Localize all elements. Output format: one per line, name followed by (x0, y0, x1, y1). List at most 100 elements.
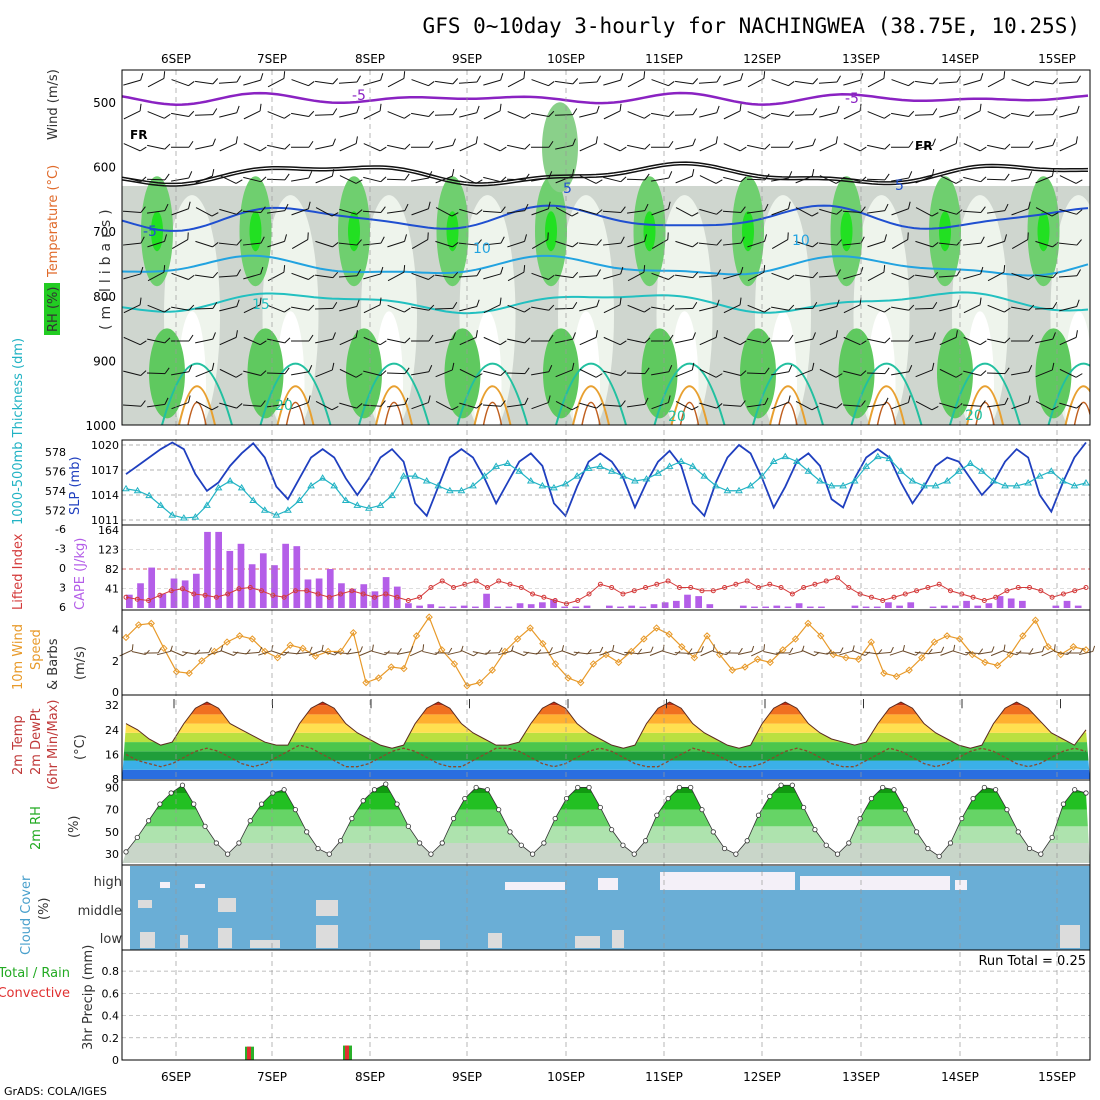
wind-speed-point (337, 647, 345, 656)
wind-barb (339, 299, 360, 312)
isotherm-25b (581, 401, 601, 425)
label-20-b: 20 (668, 409, 686, 425)
wind-barb (219, 368, 243, 378)
lifted-index-point (428, 585, 434, 590)
lifted-index-point (767, 581, 773, 587)
wind-barb-10m (346, 646, 363, 655)
wind-barb (939, 402, 963, 409)
thickness-point (897, 467, 905, 474)
cape-bar (438, 606, 446, 608)
wind-barb (699, 402, 723, 409)
wind-barb (387, 397, 409, 408)
rh-core-95 (151, 211, 163, 252)
lifted-index-point (1060, 591, 1066, 597)
wind-barb-10m (396, 646, 414, 655)
temp-dewpt-panel: 32 24 16 8 (105, 699, 1090, 786)
thickness-tick: 572 (45, 504, 66, 517)
rh-blob-90 (543, 328, 579, 419)
wind-barb (267, 234, 287, 248)
wind-barb (963, 297, 982, 314)
lifted-index-point (1072, 588, 1078, 594)
wind-barb (362, 206, 386, 213)
wind-speed-point (766, 658, 774, 667)
day-label-bottom: 6SEP (161, 1070, 191, 1084)
cape-bar (1063, 600, 1071, 608)
wind-barb (699, 175, 723, 184)
wind-barb (939, 208, 963, 215)
pressure-tick: 1000 (85, 419, 116, 433)
wind-barb (482, 236, 505, 246)
rh-point (541, 840, 547, 846)
rh-point (281, 787, 287, 793)
wind-barb-10m (674, 648, 693, 654)
label-minus5-c: -5 (143, 224, 157, 240)
pressure-tick: 600 (93, 161, 116, 175)
wind-barb (867, 264, 886, 282)
wind-barb-10m (434, 647, 453, 654)
label-fr-b: FR (915, 139, 932, 153)
wind-barb-10m (586, 646, 604, 655)
wind-barb (555, 138, 576, 150)
wind-barb (939, 136, 958, 152)
wind-barb (218, 269, 241, 278)
wind-barb (962, 400, 986, 407)
wind-barb (411, 304, 435, 311)
wind-barb (195, 168, 215, 184)
thickness-point (735, 486, 743, 494)
wind-barb-10m (636, 646, 654, 655)
wind-barb (531, 395, 551, 410)
isotherm-25 (178, 385, 216, 425)
day-label-top: 8SEP (355, 52, 385, 66)
wind-barb (267, 143, 291, 150)
lifted-index-point (123, 594, 129, 600)
rh-point (157, 801, 163, 807)
cape-bar (650, 604, 658, 608)
li-tick: 0 (59, 562, 66, 575)
wind-barb (915, 138, 936, 150)
rh-point (642, 838, 649, 844)
wind-barb-10m (245, 646, 263, 655)
cape-label: CAPE (J/kg) (73, 538, 88, 610)
cape-bar (416, 605, 423, 608)
wind-barb (147, 111, 171, 119)
wind-speed-point (463, 682, 471, 690)
wind-barb (675, 168, 695, 184)
wind-barb-10m (801, 649, 820, 657)
wind-barb (387, 203, 409, 214)
label-20-c: 20 (965, 408, 983, 424)
wind-barb (482, 206, 506, 213)
thickness-line (125, 455, 1087, 519)
cape-bar (527, 604, 535, 608)
wind-barb (267, 71, 286, 88)
thickness-point (677, 457, 686, 464)
precip-convective-bar (247, 1046, 251, 1060)
wind-barb (867, 111, 891, 119)
wind-barb (602, 206, 626, 213)
freezing-level (122, 161, 1089, 185)
thickness-point (353, 501, 362, 508)
rh-point (484, 787, 491, 793)
wind-speed-point (160, 644, 168, 653)
precip-tick: 0 (112, 1054, 119, 1067)
wind-barb (963, 103, 982, 120)
lifted-index-point (823, 578, 829, 584)
wind-barb-10m (990, 644, 1006, 657)
wind-barb (243, 143, 267, 152)
cloud-high-block (955, 880, 967, 890)
rh-point (575, 784, 581, 791)
wind-barb (483, 143, 507, 152)
cloud-label-b: (%) (37, 898, 52, 921)
thickness-point (272, 511, 281, 518)
thickness-point (492, 462, 501, 469)
wind-barb (435, 400, 459, 411)
cape-bar (617, 606, 624, 608)
wind-barb (291, 334, 314, 342)
temp-label-c: (6hr Min/Max) (46, 700, 61, 790)
wind-barb-10m (826, 647, 844, 654)
slp-axis-titles: 1000-500mb Thickness (dm) SLP (mb) Lifte… (0, 338, 1086, 1050)
wind-barb (578, 239, 602, 246)
rh-point (631, 851, 637, 857)
thickness-point (307, 481, 315, 489)
wind-barb (939, 299, 960, 312)
wind-barb (771, 272, 795, 280)
